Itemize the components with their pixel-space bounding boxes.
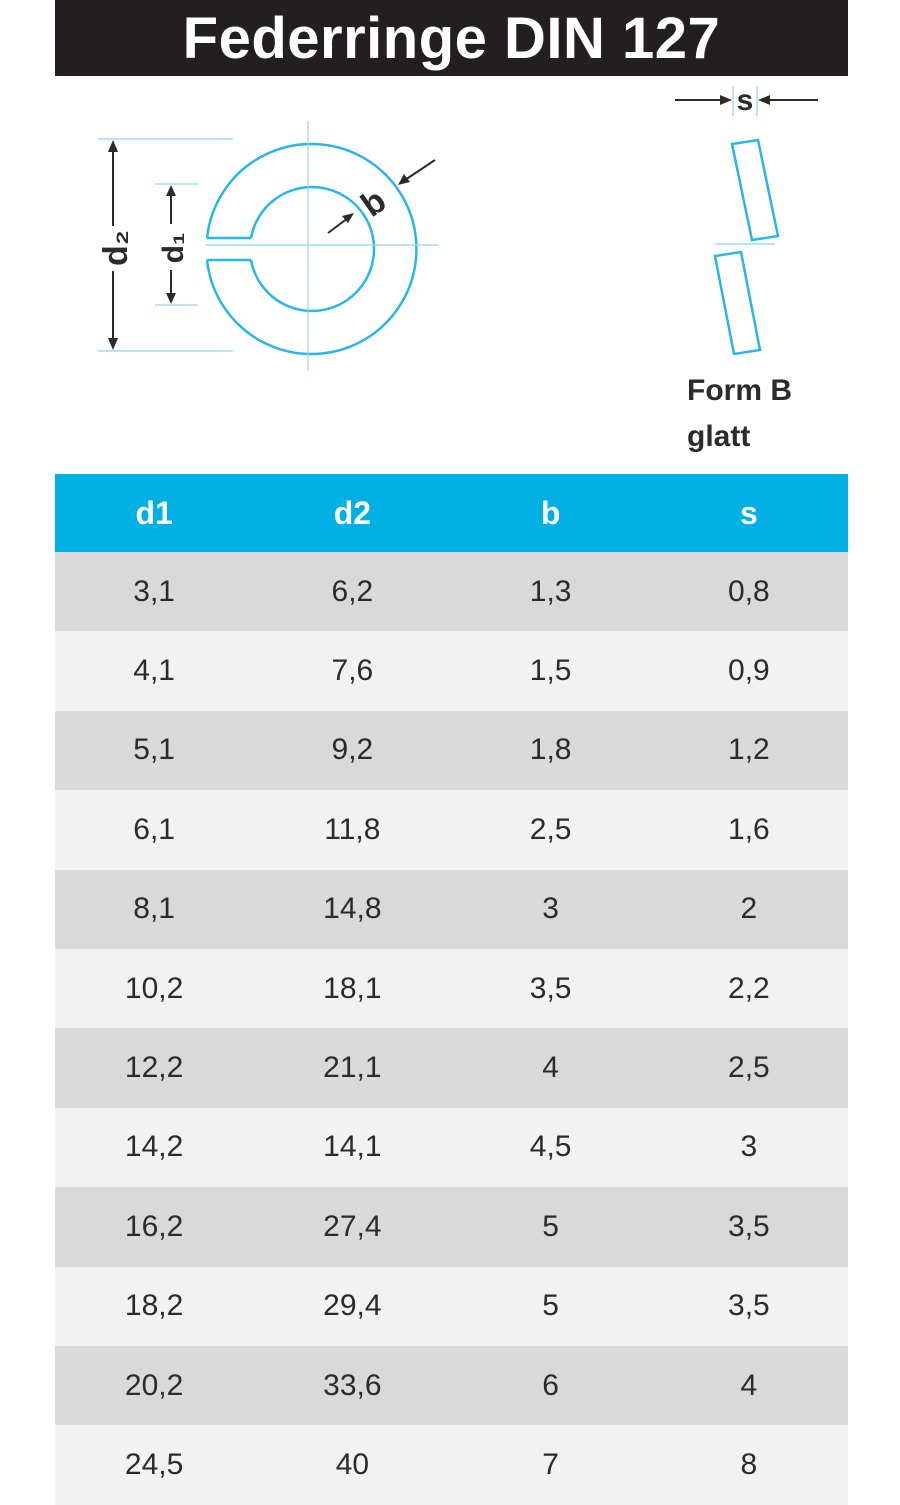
cell-d2: 11,8 [253,790,452,870]
table-row: 6,1 11,8 2,5 1,6 [55,790,848,870]
form-label-line1: Form B [687,374,792,407]
cell-d1: 3,1 [55,552,254,632]
cell-d2: 21,1 [253,1028,452,1108]
label-b: b [354,181,393,224]
cell-s: 2 [649,869,848,949]
cell-d1: 6,1 [55,790,254,870]
technical-drawing: d₂ d₁ b s Form B glatt [55,76,848,474]
dimensions-table-container: d1 d2 b s 3,1 6,2 1,3 0,8 4,1 7,6 1,5 0,9 5,1 9,2… [55,474,848,1505]
washer-drawing-svg: d₂ d₁ b s [97,84,818,371]
b-dim-line-inner [327,217,349,234]
cell-b: 1,8 [451,710,650,791]
cell-b: 4,5 [451,1107,650,1188]
cell-s: 4 [649,1345,848,1426]
s-arrow-right [758,95,770,105]
cell-s: 1,2 [649,710,848,791]
cell-b: 1,5 [451,631,650,711]
cell-d2: 7,6 [253,631,452,711]
dimension-lines [108,95,818,350]
table-body: 3,1 6,2 1,3 0,8 4,1 7,6 1,5 0,9 5,1 9,2 1,8 1,2 6,1 1… [55,552,848,1505]
column-header-b: b [451,474,650,552]
form-label-line2: glatt [687,420,751,453]
cell-d1: 16,2 [55,1187,254,1267]
cell-d2: 14,1 [253,1107,452,1188]
cell-b: 6 [451,1345,650,1426]
cell-s: 3 [649,1107,848,1188]
cell-b: 3,5 [451,948,650,1029]
dimensions-table: d1 d2 b s 3,1 6,2 1,3 0,8 4,1 7,6 1,5 0,9 5,1 9,2… [55,474,848,1505]
label-s: s [737,84,754,117]
table-row: 12,2 21,1 4 2,5 [55,1028,848,1108]
form-label: Form B glatt [687,368,792,460]
column-header-s: s [649,474,848,552]
cell-s: 3,5 [649,1187,848,1267]
cell-d2: 6,2 [253,552,452,632]
cell-b: 2,5 [451,790,650,870]
cell-d2: 27,4 [253,1187,452,1267]
cell-b: 7 [451,1425,650,1505]
page-title: Federringe DIN 127 [55,0,848,76]
cell-d2: 18,1 [253,948,452,1029]
cell-d1: 12,2 [55,1028,254,1108]
table-row: 24,5 40 7 8 [55,1425,848,1505]
column-header-d2: d2 [253,474,452,552]
cell-d1: 8,1 [55,869,254,949]
label-d1: d₁ [157,233,190,264]
cell-d2: 9,2 [253,710,452,791]
table-row: 5,1 9,2 1,8 1,2 [55,710,848,791]
cell-s: 3,5 [649,1266,848,1346]
cell-b: 1,3 [451,552,650,632]
outer-ring-outline [205,142,418,356]
d2-arrow-top [108,140,118,152]
cell-d1: 4,1 [55,631,254,711]
cell-s: 0,8 [649,552,848,632]
table-row: 16,2 27,4 5 3,5 [55,1187,848,1267]
cell-s: 0,9 [649,631,848,711]
cell-d1: 18,2 [55,1266,254,1346]
cell-d2: 14,8 [253,869,452,949]
table-row: 8,1 14,8 3 2 [55,869,848,949]
cell-b: 3 [451,869,650,949]
d1-arrow-bottom [166,293,176,304]
b-dim-line-outer [404,159,436,181]
cell-d1: 24,5 [55,1425,254,1505]
s-extension-lines [715,86,775,245]
cell-b: 4 [451,1028,650,1108]
cell-d2: 33,6 [253,1345,452,1426]
table-row: 3,1 6,2 1,3 0,8 [55,552,848,632]
table-row: 14,2 14,1 4,5 3 [55,1107,848,1188]
b-arrow-outer [398,174,410,185]
table-row: 10,2 18,1 3,5 2,2 [55,948,848,1029]
inner-ring-outline [249,185,376,313]
column-header-d1: d1 [55,474,254,552]
cell-d1: 20,2 [55,1345,254,1426]
side-view-lower-half [713,250,762,356]
table-row: 18,2 29,4 5 3,5 [55,1266,848,1346]
label-d2: d₂ [97,230,135,266]
d2-arrow-bottom [108,338,118,350]
cell-s: 2,5 [649,1028,848,1108]
cell-d1: 14,2 [55,1107,254,1188]
b-arrow-inner [342,213,354,223]
cell-s: 2,2 [649,948,848,1029]
table-row: 20,2 33,6 6 4 [55,1345,848,1426]
cell-b: 5 [451,1187,650,1267]
cell-d2: 29,4 [253,1266,452,1346]
cell-s: 8 [649,1425,848,1505]
cell-s: 1,6 [649,790,848,870]
cell-d2: 40 [253,1425,452,1505]
cell-d1: 5,1 [55,710,254,791]
cell-d1: 10,2 [55,948,254,1029]
cell-b: 5 [451,1266,650,1346]
table-header-row: d1 d2 b s [55,474,848,552]
s-arrow-left [720,95,732,105]
washer-front-view [205,142,418,356]
d1-arrow-top [166,185,176,196]
side-view-upper-half [730,138,780,242]
washer-side-view [713,138,780,356]
construction-lines [98,121,439,371]
table-row: 4,1 7,6 1,5 0,9 [55,631,848,711]
